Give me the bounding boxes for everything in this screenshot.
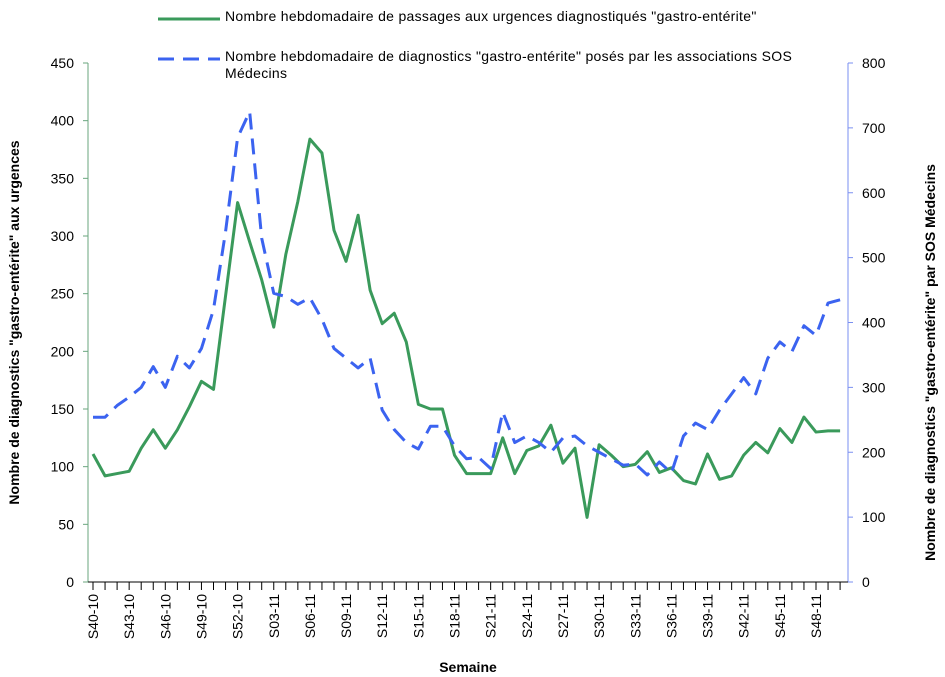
legend-label: Nombre hebdomadaire de passages aux urge… — [225, 8, 757, 24]
y-tick-label: 100 — [51, 459, 75, 475]
y2-tick-label: 300 — [862, 379, 886, 395]
x-tick-label: S24-11 — [519, 594, 535, 638]
y-tick-label: 0 — [66, 574, 74, 590]
x-tick-label: S09-11 — [338, 594, 354, 638]
y-tick-label: 450 — [51, 55, 75, 71]
x-tick-label: S06-11 — [302, 594, 318, 638]
y-tick-label: 200 — [51, 343, 75, 359]
x-tick-label: S03-11 — [266, 594, 282, 638]
x-tick-label: S45-11 — [772, 594, 788, 638]
y2-tick-label: 700 — [862, 120, 886, 136]
x-tick-label: S36-11 — [663, 594, 679, 638]
x-axis-title: Semaine — [439, 659, 497, 675]
x-tick-label: S43-10 — [121, 594, 137, 639]
x-tick-label: S15-11 — [410, 594, 426, 638]
x-tick-label: S42-11 — [736, 594, 752, 638]
y2-tick-label: 200 — [862, 444, 886, 460]
y-axis-title: Nombre de diagnostics "gastro-entérite" … — [6, 140, 22, 504]
y-tick-label: 400 — [51, 113, 75, 129]
x-tick-label: S49-10 — [193, 594, 209, 639]
y2-tick-label: 800 — [862, 55, 886, 71]
y2-tick-label: 500 — [862, 250, 886, 266]
x-tick-label: S46-10 — [157, 594, 173, 639]
series-line — [93, 110, 841, 477]
y2-tick-label: 0 — [862, 574, 870, 590]
y-tick-label: 350 — [51, 170, 75, 186]
x-tick-label: S48-11 — [808, 594, 824, 638]
y2-tick-label: 600 — [862, 185, 886, 201]
x-tick-label: S30-11 — [591, 594, 607, 638]
y2-tick-label: 400 — [862, 315, 886, 331]
x-tick-label: S21-11 — [483, 594, 499, 638]
y-tick-label: 50 — [58, 516, 74, 532]
y-tick-label: 300 — [51, 228, 75, 244]
x-tick-label: S39-11 — [700, 594, 716, 638]
y2-tick-label: 100 — [862, 509, 886, 525]
x-tick-label: S33-11 — [627, 594, 643, 638]
series-line — [91, 137, 841, 519]
x-tick-label: S52-10 — [230, 594, 246, 639]
x-tick-label: S27-11 — [555, 594, 571, 638]
y2-axis-title: Nombre de diagnostics "gastro-entérite" … — [922, 164, 938, 561]
x-tick-label: S40-10 — [85, 594, 101, 639]
legend-label: Nombre hebdomadaire de diagnostics "gast… — [225, 48, 793, 81]
y-tick-label: 250 — [51, 286, 75, 302]
x-tick-label: S12-11 — [374, 594, 390, 638]
x-tick-label: S18-11 — [447, 594, 463, 638]
y-tick-label: 150 — [51, 401, 75, 417]
